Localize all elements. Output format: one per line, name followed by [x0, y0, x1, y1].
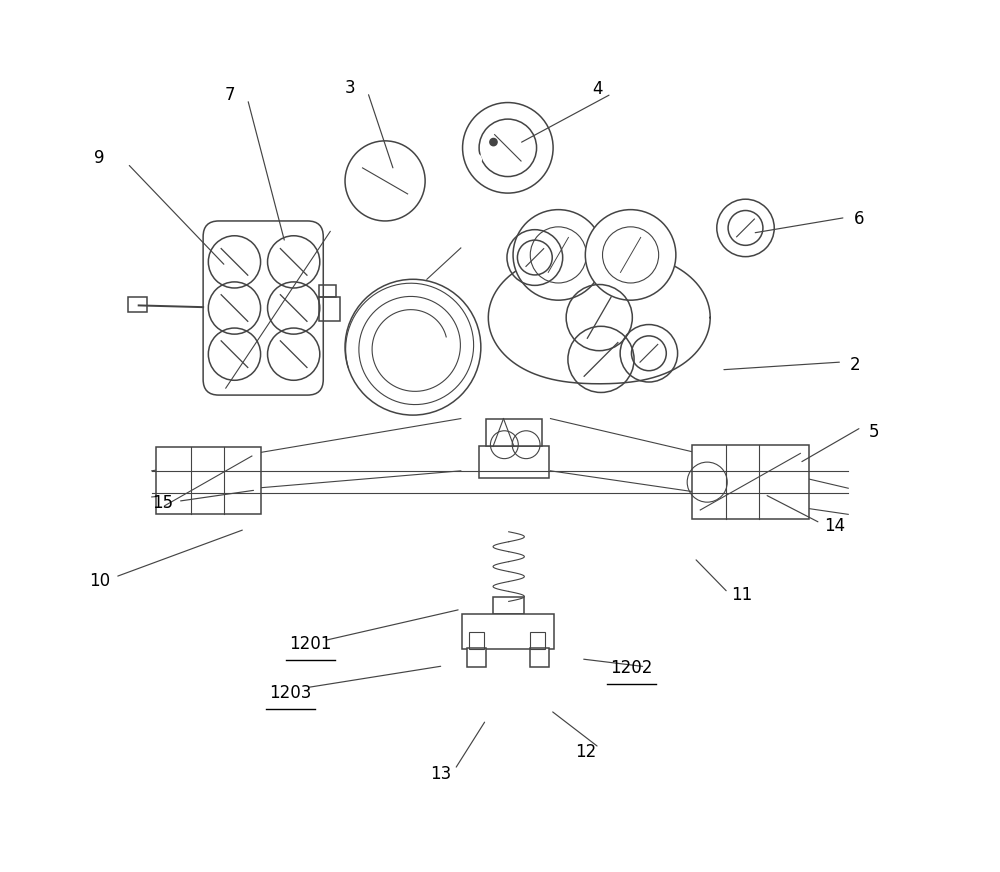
Bar: [479, 446, 549, 478]
Circle shape: [585, 209, 676, 300]
Bar: [530, 632, 545, 650]
Circle shape: [470, 153, 482, 166]
Text: 6: 6: [854, 210, 865, 228]
Text: 1201: 1201: [289, 635, 331, 653]
Bar: [530, 649, 549, 667]
Bar: [319, 284, 336, 296]
FancyBboxPatch shape: [203, 221, 323, 395]
Bar: [156, 447, 261, 514]
Bar: [486, 419, 542, 446]
Bar: [467, 649, 486, 667]
Text: 10: 10: [89, 572, 110, 590]
Text: 1202: 1202: [610, 659, 653, 678]
Bar: [319, 296, 340, 321]
Bar: [462, 615, 554, 650]
Text: 4: 4: [592, 80, 603, 99]
Text: 12: 12: [575, 743, 596, 761]
Text: 9: 9: [94, 149, 105, 167]
Circle shape: [345, 141, 425, 221]
Text: 15: 15: [153, 494, 174, 512]
Bar: [469, 632, 484, 650]
Bar: [692, 445, 809, 519]
Text: 7: 7: [225, 85, 235, 104]
Text: 1203: 1203: [269, 684, 311, 702]
Bar: [493, 597, 524, 615]
Bar: [128, 296, 147, 312]
Circle shape: [463, 103, 553, 193]
Circle shape: [489, 138, 498, 146]
Circle shape: [513, 209, 604, 300]
Text: 13: 13: [430, 765, 451, 783]
Text: 5: 5: [869, 423, 880, 440]
Text: 14: 14: [824, 517, 845, 535]
Text: 11: 11: [731, 586, 753, 604]
Text: 3: 3: [345, 78, 356, 97]
Text: 2: 2: [850, 356, 861, 373]
